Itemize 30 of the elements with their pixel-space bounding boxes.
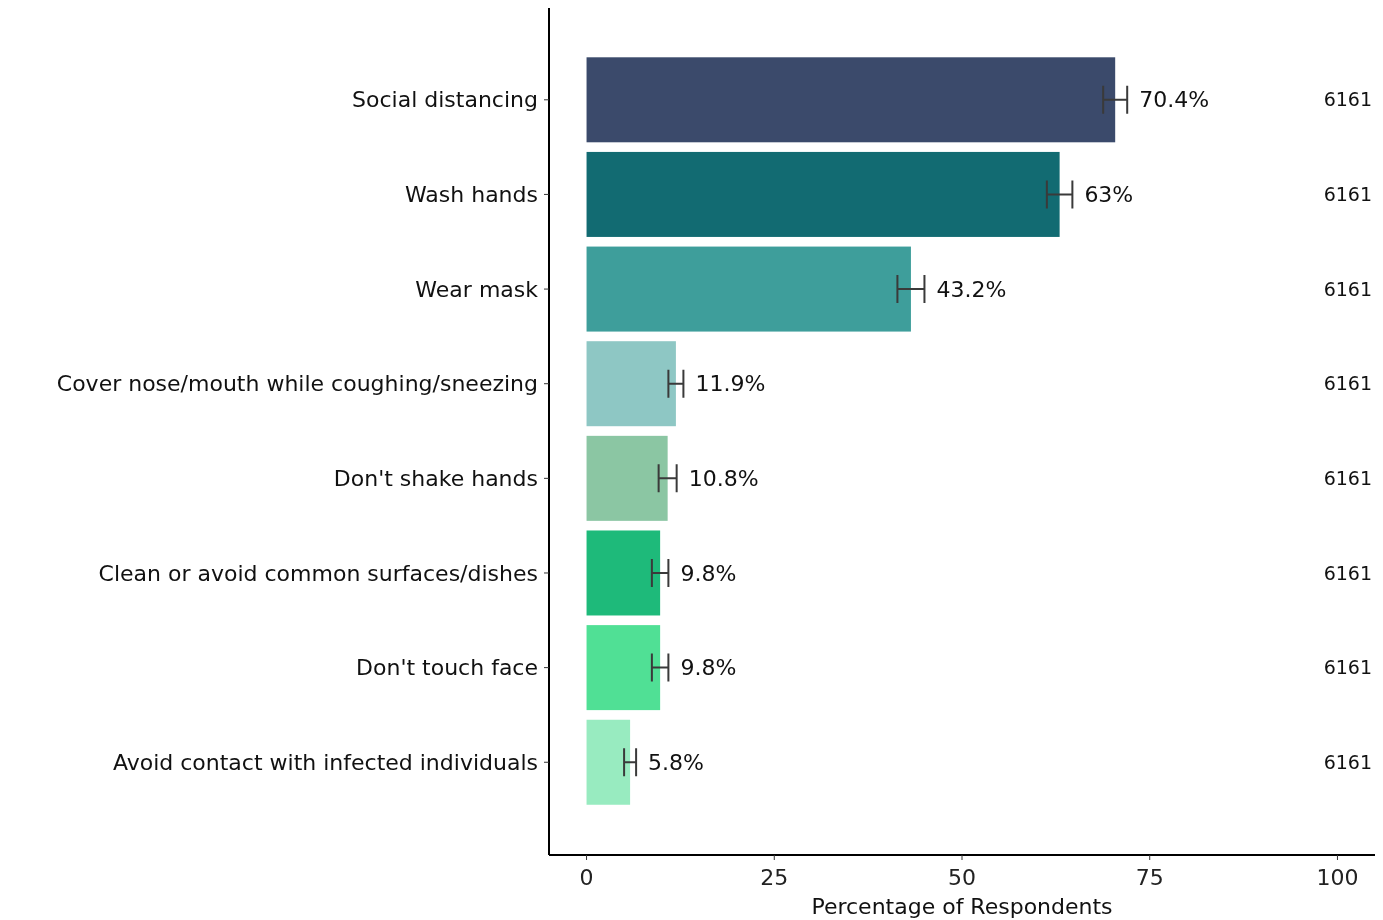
x-tick-label: 0 <box>579 865 594 890</box>
data-label: 10.8% <box>688 466 759 492</box>
x-tick-label: 50 <box>948 865 976 890</box>
annotation: 6161 <box>1323 656 1372 679</box>
x-tick-label: 25 <box>760 865 789 890</box>
data-label: 63% <box>1084 182 1134 208</box>
data-label: 5.8% <box>648 749 705 775</box>
x-tick-label: 75 <box>1135 865 1164 890</box>
data-label: 9.8% <box>680 560 737 586</box>
annotation: 6161 <box>1323 467 1372 489</box>
y-tick-label: Don't shake hands <box>333 466 538 492</box>
data-label: 11.9% <box>695 371 766 397</box>
y-tick-label: Cover nose/mouth while coughing/sneezing <box>56 371 538 397</box>
y-tick-label: Avoid contact with infected individuals <box>112 749 538 775</box>
x-axis-title: Percentage of Respondents <box>811 894 1113 919</box>
y-tick-label: Don't touch face <box>356 655 538 681</box>
annotation: 6161 <box>1323 750 1372 773</box>
x-tick-label: 100 <box>1316 865 1359 890</box>
y-tick-label: Clean or avoid common surfaces/dishes <box>98 560 538 586</box>
y-tick-label: Wash hands <box>404 182 538 208</box>
annotation: 6161 <box>1323 88 1372 111</box>
y-tick-label: Wear mask <box>415 276 539 302</box>
data-label: 70.4% <box>1139 87 1210 113</box>
y-tick-label: Social distancing <box>352 87 538 113</box>
annotation: 6161 <box>1323 372 1372 395</box>
annotation: 6161 <box>1323 183 1372 206</box>
annotation: 6161 <box>1323 561 1372 584</box>
data-label: 9.8% <box>680 655 737 681</box>
data-label: 43.2% <box>936 276 1007 302</box>
annotation: 6161 <box>1323 277 1372 300</box>
